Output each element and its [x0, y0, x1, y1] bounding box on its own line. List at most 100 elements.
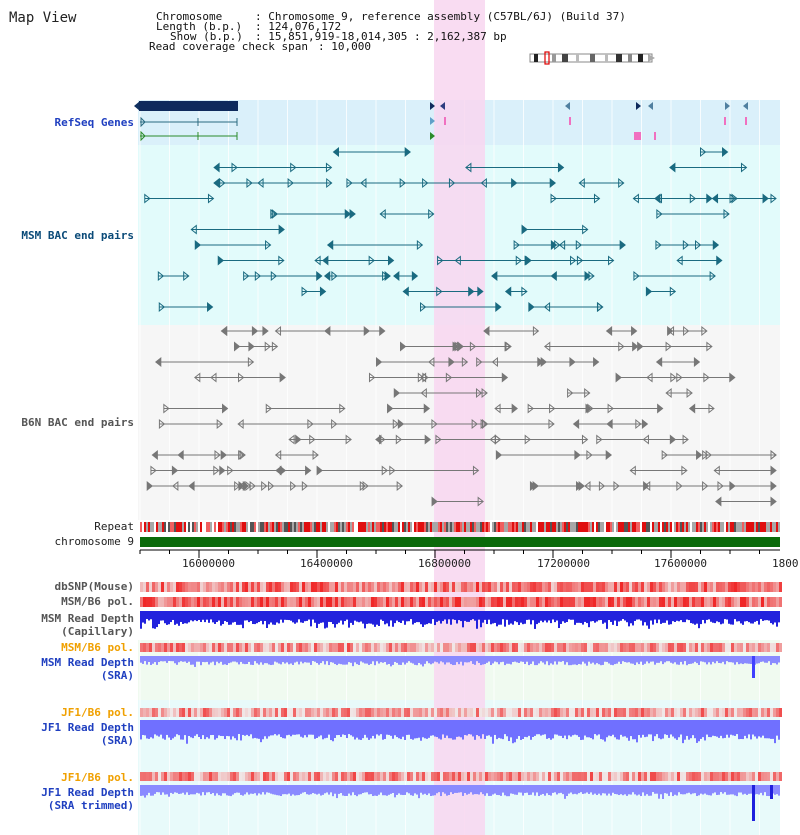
bac-end-pair[interactable] [210, 372, 286, 383]
chromosome-ideogram[interactable] [529, 51, 655, 65]
track-label-msm-bac[interactable]: MSM BAC end pairs [21, 229, 134, 242]
bac-end-pair[interactable] [613, 480, 709, 492]
bac-end-pair[interactable] [715, 496, 777, 507]
bac-end-pair[interactable] [393, 270, 419, 282]
bac-end-pair[interactable] [596, 434, 689, 445]
bac-end-pair[interactable] [655, 356, 701, 368]
bac-end-pair[interactable] [667, 325, 708, 337]
bac-end-pair[interactable] [483, 325, 540, 337]
bac-end-pair[interactable] [633, 270, 716, 282]
bac-end-pair[interactable] [375, 356, 455, 368]
bac-end-pair[interactable] [393, 387, 483, 399]
bac-end-pair[interactable] [618, 341, 713, 352]
bac-end-pair[interactable] [437, 255, 531, 266]
bac-end-pair[interactable] [504, 286, 528, 297]
bac-end-pair[interactable] [163, 403, 229, 414]
bac-end-pair[interactable] [368, 372, 425, 383]
bac-end-pair[interactable] [274, 449, 319, 461]
bac-end-pair[interactable] [676, 372, 736, 383]
bac-end-pair[interactable] [194, 239, 272, 251]
bac-end-pair[interactable] [665, 387, 693, 399]
bac-end-pair[interactable] [144, 193, 215, 204]
bac-end-pair[interactable] [528, 301, 604, 313]
refseq-genes[interactable] [134, 101, 748, 142]
bac-end-pair[interactable] [331, 270, 391, 282]
bac-end-pair[interactable] [314, 255, 375, 266]
bac-end-pair[interactable] [190, 224, 285, 235]
track-label-b6n-bac[interactable]: B6N BAC end pairs [21, 416, 134, 429]
bac-end-pair[interactable] [217, 255, 285, 266]
depth-bar [208, 656, 210, 665]
bac-end-pair[interactable] [513, 239, 561, 251]
bac-end-pair[interactable] [231, 162, 333, 173]
heat-cell [755, 643, 758, 652]
bac-end-pair[interactable] [326, 239, 424, 251]
bac-end-pair[interactable] [301, 286, 327, 297]
bac-end-pair[interactable] [682, 239, 720, 251]
bac-end-pair[interactable] [158, 301, 214, 313]
bac-end-pair[interactable] [422, 177, 518, 189]
bac-end-pair[interactable] [158, 418, 223, 430]
bac-end-pair[interactable] [578, 177, 625, 189]
msm-bac-end-pairs[interactable] [144, 146, 777, 313]
bac-end-pair[interactable] [346, 177, 406, 189]
bac-end-pair[interactable] [420, 301, 502, 313]
bac-end-pair[interactable] [587, 403, 664, 414]
bac-end-pair[interactable] [676, 255, 723, 266]
track-label-refseq[interactable]: RefSeq Genes [54, 116, 134, 129]
b6n-bac-end-pairs[interactable] [146, 325, 777, 507]
bac-end-pair[interactable] [402, 286, 475, 297]
bac-end-pair[interactable] [494, 403, 518, 414]
bac-end-pair[interactable] [629, 465, 688, 476]
bac-end-pair[interactable] [362, 480, 403, 492]
bac-end-pair[interactable] [265, 403, 346, 414]
bac-end-pair[interactable] [220, 325, 269, 337]
bac-end-pair[interactable] [465, 162, 565, 173]
bac-end-pair[interactable] [220, 449, 246, 461]
bac-end-pair[interactable] [605, 325, 638, 337]
bac-end-pair[interactable] [491, 270, 591, 282]
bac-end-pair[interactable] [669, 162, 748, 173]
bac-end-pair[interactable] [656, 208, 730, 220]
chromosome-bar[interactable] [140, 537, 780, 547]
bac-end-pair[interactable] [491, 356, 544, 368]
bac-end-pair[interactable] [529, 480, 585, 492]
bac-end-pair[interactable] [155, 356, 255, 368]
bac-end-pair[interactable] [213, 177, 253, 189]
bac-end-pair[interactable] [157, 270, 190, 282]
bac-end-pair[interactable] [654, 193, 738, 204]
bac-end-pair[interactable] [702, 449, 777, 461]
selection-highlight[interactable] [434, 0, 485, 835]
bac-end-pair[interactable] [489, 434, 589, 445]
bac-end-pair[interactable] [399, 341, 459, 352]
bac-end-pair[interactable] [572, 418, 649, 430]
bac-end-pair[interactable] [700, 146, 729, 158]
bac-end-pair[interactable] [521, 224, 589, 235]
bac-end-pair[interactable] [257, 177, 333, 189]
bac-end-pair[interactable] [419, 372, 453, 383]
bac-end-pair[interactable] [379, 434, 403, 445]
bac-end-pair[interactable] [379, 208, 435, 220]
bac-end-pair[interactable] [324, 325, 386, 337]
bac-end-pair[interactable] [177, 449, 221, 461]
bac-end-pair[interactable] [567, 387, 591, 399]
bac-end-pair[interactable] [271, 208, 352, 220]
bac-end-pair[interactable] [570, 255, 615, 266]
bac-end-pair[interactable] [233, 341, 272, 352]
bac-end-pair[interactable] [431, 496, 484, 507]
bac-end-pair[interactable] [243, 270, 278, 282]
bac-end-pair[interactable] [307, 418, 405, 430]
bac-end-pair[interactable] [688, 403, 715, 414]
bac-end-pair[interactable] [645, 286, 677, 297]
bac-end-pair[interactable] [646, 372, 677, 383]
bac-end-pair[interactable] [550, 193, 601, 204]
bac-end-pair[interactable] [381, 465, 480, 476]
bac-end-pair[interactable] [332, 146, 411, 158]
bac-end-pair[interactable] [457, 341, 512, 352]
bac-end-pair[interactable] [261, 480, 297, 492]
bac-end-pair[interactable] [387, 403, 431, 414]
bac-end-pair[interactable] [713, 465, 777, 476]
bac-end-pair[interactable] [288, 434, 316, 445]
bac-end-pair[interactable] [171, 465, 234, 476]
bac-end-pair[interactable] [495, 449, 593, 461]
